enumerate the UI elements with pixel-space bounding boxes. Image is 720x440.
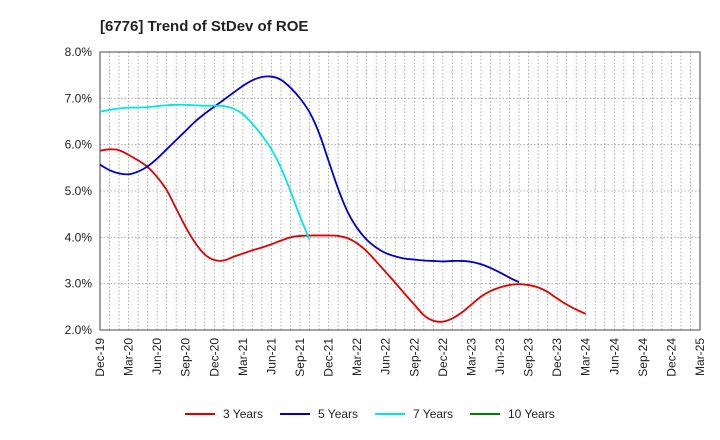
x-tick-label: Mar-20 [122,338,136,376]
legend-label: 5 Years [318,407,358,421]
x-tick-label: Sep-20 [179,338,193,377]
x-tick-label: Dec-20 [207,338,221,377]
y-tick-label: 4.0% [65,230,93,244]
y-tick-label: 5.0% [65,184,93,198]
x-tick-label: Dec-21 [322,338,336,377]
x-tick-label: Mar-21 [236,338,250,376]
x-tick-label: Jun-22 [379,338,393,375]
x-tick-label: Sep-24 [636,338,650,377]
legend: 3 Years 5 Years 7 Years 10 Years [185,407,555,421]
plot-area: 2.0% 3.0% 4.0% 5.0% 6.0% 7.0% 8.0% Dec-19 Mar-20… [65,45,707,377]
y-tick-label: 7.0% [65,91,93,105]
x-tick-label: Sep-23 [522,338,536,377]
chart-title: [6776] Trend of StDev of ROE [100,18,308,35]
y-tick-label: 3.0% [65,277,93,291]
x-tick-label: Mar-23 [464,338,478,376]
legend-label: 3 Years [223,407,263,421]
x-tick-label: Jun-21 [264,338,278,375]
x-tick-label: Sep-22 [407,338,421,377]
x-tick-label: Dec-23 [550,338,564,377]
x-tick-label: Mar-24 [579,338,593,376]
x-tick-label: Sep-21 [293,338,307,377]
x-tick-label: Mar-25 [693,338,707,376]
y-tick-label: 6.0% [65,138,93,152]
y-tick-label: 2.0% [65,323,93,337]
y-tick-label: 8.0% [65,45,93,59]
plot-frame [99,51,701,331]
legend-label: 7 Years [413,407,453,421]
series-line-3-years [99,148,587,323]
x-tick-label: Jun-23 [493,338,507,375]
x-tick-label: Jun-24 [607,338,621,375]
x-tick-label: Dec-24 [664,338,678,377]
series-line-7-years [99,103,311,240]
x-tick-label: Dec-22 [436,338,450,377]
x-tick-label: Dec-19 [93,338,107,377]
x-tick-label: Mar-22 [350,338,364,376]
plot-background [100,52,700,330]
series-line-5-years [99,75,520,284]
x-tick-label: Jun-20 [150,338,164,375]
legend-label: 10 Years [508,407,555,421]
